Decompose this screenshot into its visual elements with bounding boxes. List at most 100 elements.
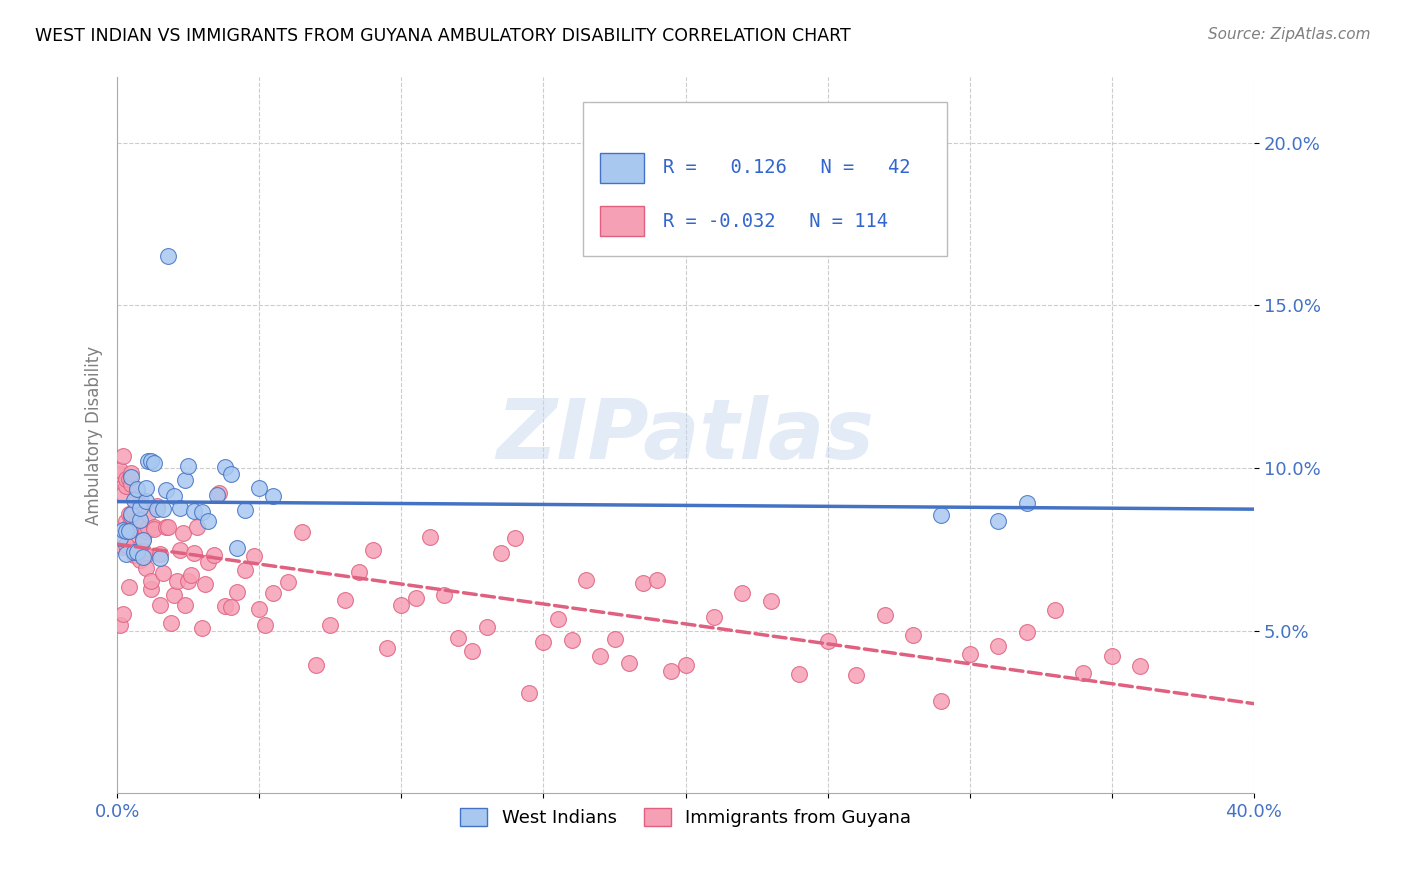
- Point: [547, 612, 569, 626]
- Point: [117, 472, 139, 486]
- Point: [108, 618, 131, 632]
- Point: [163, 489, 186, 503]
- Point: [152, 501, 174, 516]
- Point: [114, 472, 136, 486]
- Point: [389, 598, 412, 612]
- Point: [149, 551, 172, 566]
- Point: [589, 648, 612, 663]
- Point: [233, 563, 256, 577]
- Point: [214, 460, 236, 475]
- Point: [1073, 665, 1095, 680]
- Point: [263, 586, 285, 600]
- Point: [219, 599, 242, 614]
- Point: [117, 519, 139, 533]
- Point: [183, 546, 205, 560]
- Point: [703, 609, 725, 624]
- Point: [433, 588, 456, 602]
- Point: [1129, 658, 1152, 673]
- Point: [135, 524, 157, 538]
- Point: [108, 531, 131, 545]
- Text: Source: ZipAtlas.com: Source: ZipAtlas.com: [1208, 27, 1371, 42]
- Point: [132, 549, 155, 564]
- Point: [117, 580, 139, 594]
- Point: [503, 531, 526, 545]
- Point: [405, 591, 427, 606]
- Point: [533, 634, 555, 648]
- Point: [120, 508, 142, 522]
- Point: [661, 664, 683, 678]
- Point: [447, 631, 470, 645]
- Point: [122, 493, 145, 508]
- Point: [177, 459, 200, 474]
- Point: [146, 499, 169, 513]
- Point: [253, 617, 276, 632]
- Point: [333, 593, 356, 607]
- Point: [347, 566, 370, 580]
- Point: [157, 249, 180, 263]
- Point: [225, 585, 247, 599]
- Point: [135, 560, 157, 574]
- Point: [419, 530, 441, 544]
- Point: [120, 535, 142, 549]
- Point: [125, 544, 148, 558]
- Point: [114, 538, 136, 552]
- Point: [186, 520, 208, 534]
- Point: [141, 582, 163, 596]
- Point: [475, 620, 498, 634]
- Point: [138, 453, 160, 467]
- Point: [125, 517, 148, 532]
- Point: [125, 513, 148, 527]
- Point: [183, 504, 205, 518]
- Point: [208, 485, 231, 500]
- Point: [135, 548, 157, 562]
- Point: [931, 508, 953, 523]
- Point: [787, 667, 810, 681]
- Point: [197, 514, 219, 528]
- Point: [111, 607, 134, 621]
- Point: [122, 504, 145, 518]
- Point: [873, 608, 896, 623]
- Point: [122, 545, 145, 559]
- Legend: West Indians, Immigrants from Guyana: West Indians, Immigrants from Guyana: [453, 801, 918, 834]
- Point: [125, 541, 148, 556]
- Point: [120, 467, 142, 481]
- Point: [132, 533, 155, 547]
- Point: [111, 540, 134, 554]
- Point: [149, 598, 172, 612]
- Point: [247, 601, 270, 615]
- Point: [114, 524, 136, 538]
- Point: [155, 483, 177, 497]
- Point: [111, 487, 134, 501]
- Point: [1043, 603, 1066, 617]
- Point: [205, 488, 228, 502]
- FancyBboxPatch shape: [600, 153, 644, 183]
- Point: [129, 498, 152, 512]
- Point: [132, 533, 155, 547]
- Point: [149, 547, 172, 561]
- Point: [129, 513, 152, 527]
- Point: [202, 548, 225, 562]
- Point: [157, 520, 180, 534]
- Point: [617, 656, 640, 670]
- Point: [169, 543, 191, 558]
- Point: [108, 463, 131, 477]
- Point: [155, 519, 177, 533]
- Point: [931, 694, 953, 708]
- Point: [1015, 496, 1038, 510]
- Point: [561, 632, 583, 647]
- Point: [319, 617, 342, 632]
- Point: [191, 505, 214, 519]
- Point: [759, 594, 782, 608]
- Point: [461, 644, 484, 658]
- Point: [177, 574, 200, 588]
- Point: [114, 514, 136, 528]
- Point: [117, 524, 139, 538]
- Point: [120, 476, 142, 491]
- Point: [225, 541, 247, 555]
- Text: WEST INDIAN VS IMMIGRANTS FROM GUYANA AMBULATORY DISABILITY CORRELATION CHART: WEST INDIAN VS IMMIGRANTS FROM GUYANA AM…: [35, 27, 851, 45]
- Text: R =   0.126   N =   42: R = 0.126 N = 42: [662, 158, 910, 178]
- Point: [174, 473, 197, 487]
- Point: [163, 588, 186, 602]
- Point: [114, 548, 136, 562]
- Point: [214, 599, 236, 614]
